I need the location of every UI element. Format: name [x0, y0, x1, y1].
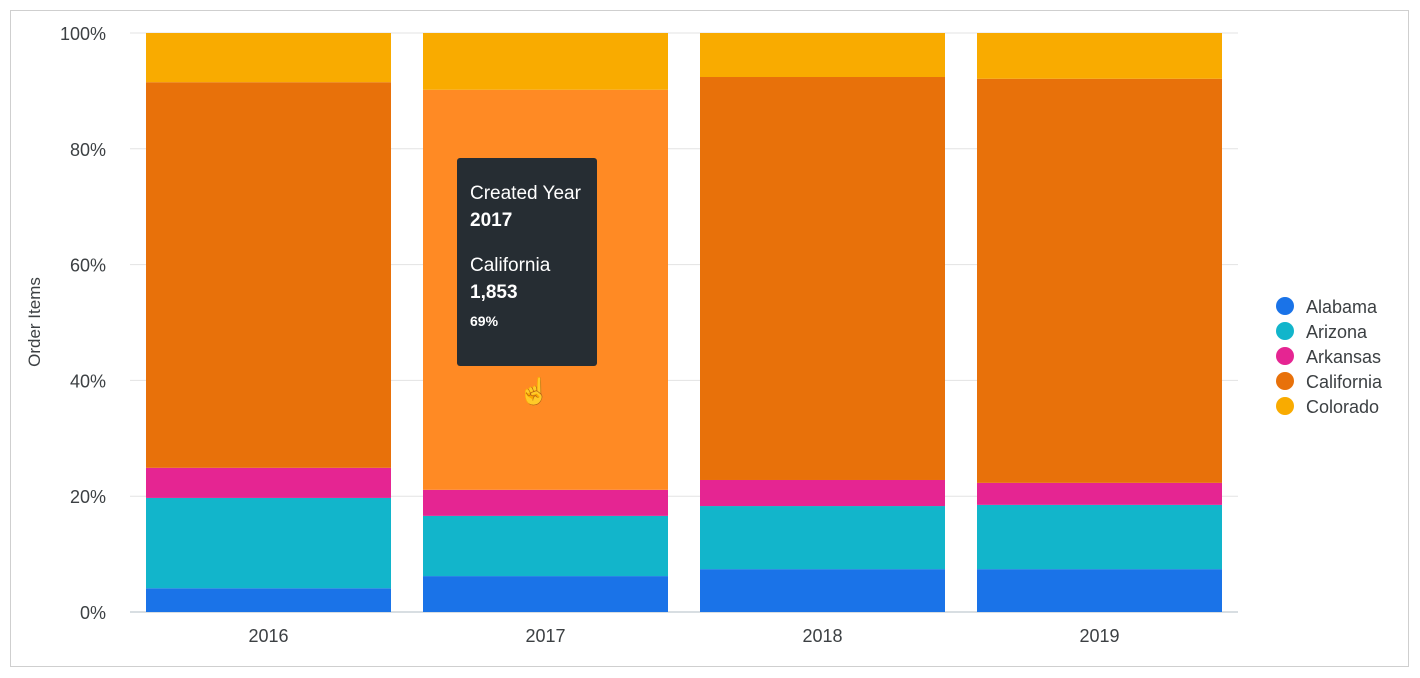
- tooltip-value: 1,853: [470, 282, 518, 303]
- bar-segment-arizona-2018[interactable]: [700, 506, 945, 570]
- x-tick-label: 2017: [525, 626, 565, 646]
- legend-marker[interactable]: [1276, 372, 1294, 390]
- bar-segment-arkansas-2016[interactable]: [146, 467, 391, 498]
- bar-segment-arizona-2016[interactable]: [146, 497, 391, 589]
- bar-segment-colorado-2016[interactable]: [146, 33, 391, 83]
- bar-segment-colorado-2018[interactable]: [700, 33, 945, 78]
- x-tick-label: 2018: [802, 626, 842, 646]
- y-tick-label: 80%: [70, 140, 106, 160]
- x-tick-label: 2016: [248, 626, 288, 646]
- legend-label[interactable]: Alabama: [1306, 297, 1378, 317]
- bar-segment-arkansas-2018[interactable]: [700, 479, 945, 507]
- y-tick-label: 60%: [70, 256, 106, 276]
- bar-segment-alabama-2019[interactable]: [977, 569, 1222, 612]
- bar-segment-arkansas-2019[interactable]: [977, 482, 1222, 505]
- legend-marker[interactable]: [1276, 297, 1294, 315]
- bar-segment-alabama-2017[interactable]: [423, 576, 668, 612]
- bar-segment-alabama-2018[interactable]: [700, 569, 945, 612]
- bar-segment-california-2016[interactable]: [146, 82, 391, 468]
- bar-segment-alabama-2016[interactable]: [146, 588, 391, 612]
- bar-segment-colorado-2019[interactable]: [977, 33, 1222, 79]
- hand-cursor-icon: ☝: [518, 376, 551, 406]
- bar-segment-arkansas-2017[interactable]: [423, 489, 668, 516]
- tooltip: Created Year 2017 California 1,853 69%: [457, 158, 597, 366]
- bar-segment-arizona-2017[interactable]: [423, 515, 668, 577]
- legend-marker[interactable]: [1276, 397, 1294, 415]
- bar-segment-california-2019[interactable]: [977, 78, 1222, 483]
- legend-label[interactable]: Colorado: [1306, 397, 1379, 417]
- tooltip-percent: 69%: [470, 313, 499, 329]
- y-tick-label: 100%: [60, 24, 106, 44]
- legend-label[interactable]: Arizona: [1306, 322, 1368, 342]
- y-tick-label: 20%: [70, 487, 106, 507]
- tooltip-series-label: California: [470, 255, 551, 276]
- y-tick-label: 40%: [70, 371, 106, 391]
- legend-label[interactable]: Arkansas: [1306, 347, 1381, 367]
- bar-segment-colorado-2017[interactable]: [423, 33, 668, 90]
- legend-marker[interactable]: [1276, 322, 1294, 340]
- y-tick-label: 0%: [80, 603, 106, 623]
- legend-label[interactable]: California: [1306, 372, 1383, 392]
- x-tick-label: 2019: [1079, 626, 1119, 646]
- bar-segment-california-2018[interactable]: [700, 77, 945, 480]
- legend-marker[interactable]: [1276, 347, 1294, 365]
- bar-segment-arizona-2019[interactable]: [977, 504, 1222, 570]
- tooltip-dimension-label: Created Year: [470, 183, 581, 204]
- y-axis-label: Order Items: [25, 277, 44, 367]
- tooltip-dimension-value: 2017: [470, 210, 513, 231]
